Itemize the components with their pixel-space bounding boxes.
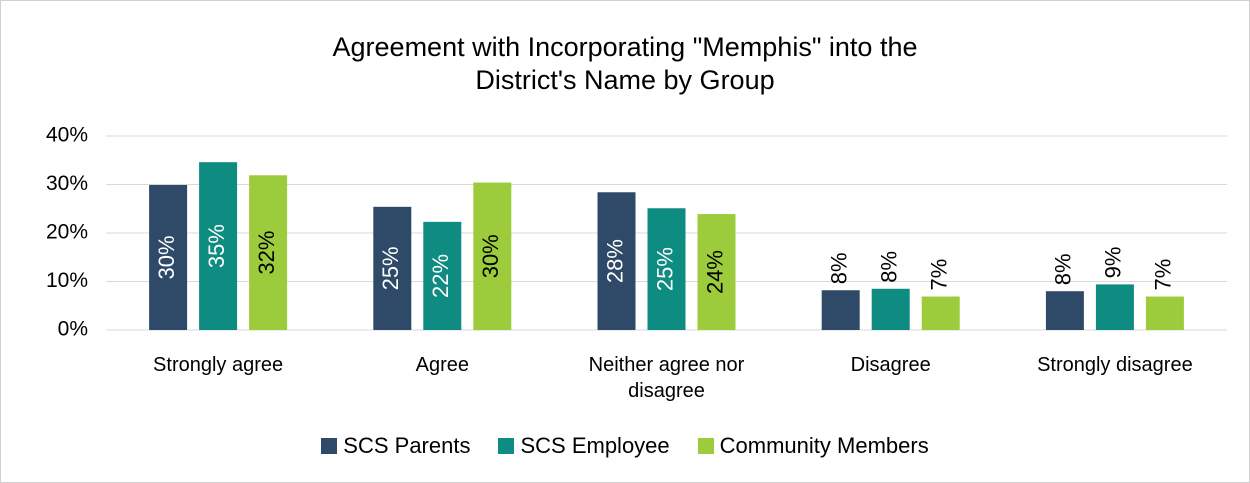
bar	[871, 288, 910, 330]
bar	[149, 184, 188, 330]
legend-label: SCS Parents	[343, 433, 471, 458]
bar	[921, 296, 960, 330]
bar	[199, 162, 238, 330]
x-tick-label: Disagree	[850, 354, 931, 376]
bar	[647, 208, 686, 330]
data-label: 9%	[1101, 247, 1126, 279]
data-label: 30%	[154, 235, 179, 279]
legend-item: SCS Parents	[321, 433, 470, 459]
chart-title: Agreement with Incorporating "Memphis" i…	[332, 32, 918, 95]
bar	[597, 192, 636, 330]
bar	[373, 206, 412, 330]
data-label: 28%	[602, 239, 627, 283]
x-tick-label: Agree	[415, 354, 469, 376]
legend-swatch	[321, 438, 338, 454]
data-label: 35%	[204, 224, 229, 268]
bar	[249, 175, 288, 330]
data-label: 30%	[478, 234, 503, 278]
y-tick-label: 0%	[58, 318, 88, 341]
x-tick-label: Strongly disagree	[1037, 354, 1193, 376]
bar	[1045, 291, 1084, 330]
data-label: 24%	[702, 250, 727, 294]
legend-swatch	[498, 438, 515, 454]
y-tick-label: 20%	[46, 221, 88, 244]
legend-item: SCS Employee	[498, 433, 670, 459]
y-tick-label: 40%	[46, 124, 88, 147]
data-label: 25%	[378, 246, 403, 290]
data-label: 7%	[927, 259, 952, 291]
data-label: 8%	[877, 251, 902, 283]
bar	[473, 182, 512, 330]
x-tick-label: Neither agree nor disagree	[588, 354, 745, 402]
bar	[423, 221, 462, 330]
y-tick-label: 30%	[46, 172, 88, 195]
legend-swatch	[697, 438, 714, 454]
bar	[1145, 296, 1184, 330]
data-label: 7%	[1151, 259, 1176, 291]
legend-label: SCS Employee	[520, 433, 670, 458]
data-label: 32%	[254, 231, 279, 275]
data-label: 8%	[1051, 253, 1076, 285]
legend-item: Community Members	[697, 433, 929, 459]
legend-label: Community Members	[719, 433, 929, 458]
bar	[697, 214, 736, 330]
data-label: 8%	[827, 252, 852, 284]
x-tick-label: Strongly agree	[153, 354, 284, 376]
data-label: 25%	[652, 247, 677, 291]
y-tick-label: 10%	[46, 269, 88, 292]
data-label: 22%	[428, 254, 453, 298]
legend: SCS Parents SCS Employee Community Members	[1, 433, 1249, 459]
bar	[821, 290, 860, 330]
bar	[1095, 284, 1134, 330]
